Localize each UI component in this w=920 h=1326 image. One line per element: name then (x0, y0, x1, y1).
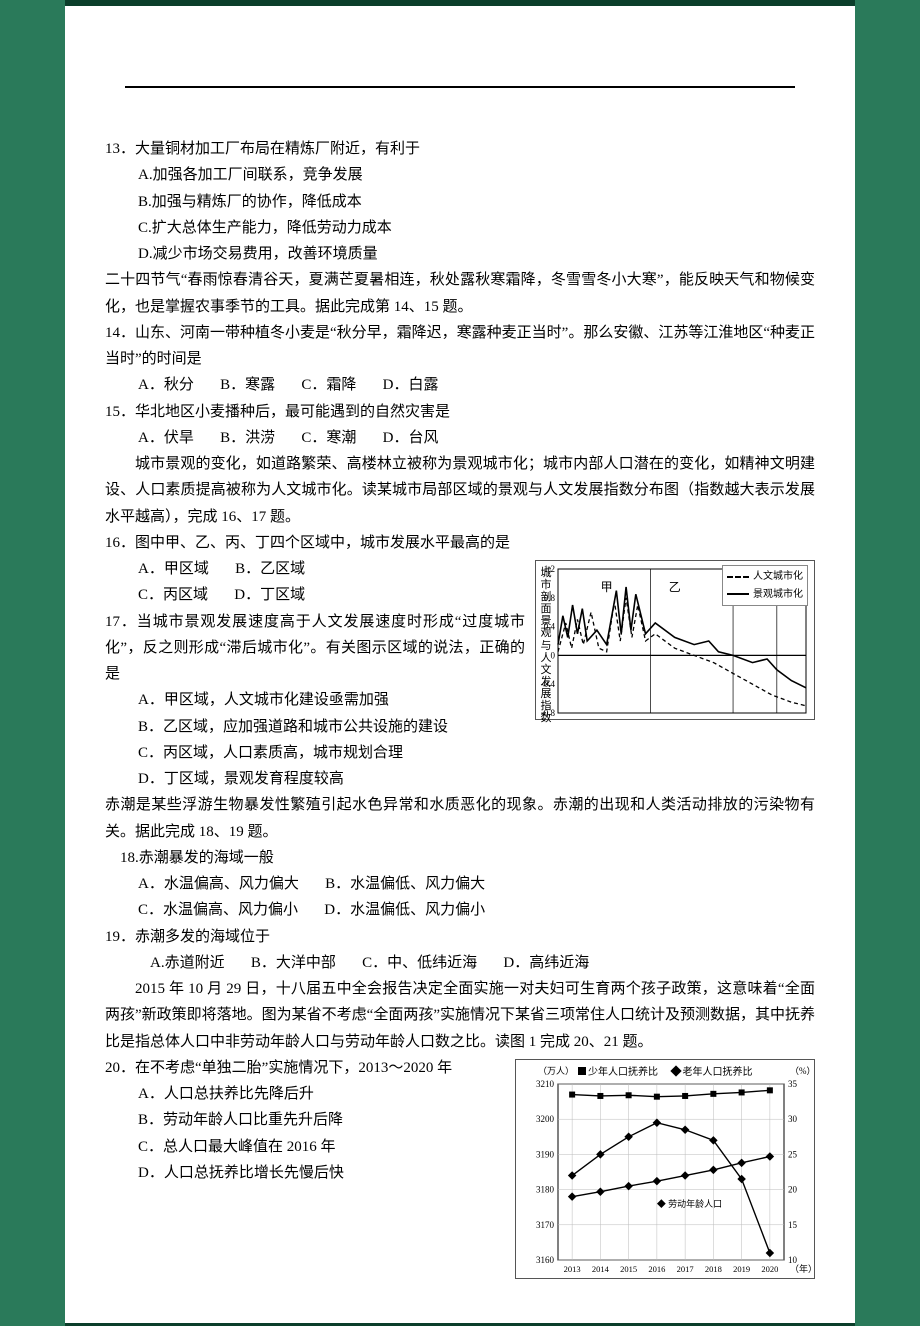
top-rule (125, 86, 795, 88)
q16-optD: D．丁区域 (234, 582, 305, 608)
svg-text:3170: 3170 (536, 1220, 555, 1230)
chart1-legend: 人文城市化 景观城市化 (722, 565, 808, 606)
passage5: 2015 年 10 月 29 日，十八届五中全会报告决定全面实施一对夫妇可生育两… (105, 976, 815, 1055)
q16-optA: A．甲区域 (138, 556, 209, 582)
svg-text:2017: 2017 (677, 1264, 694, 1274)
q13-stem: 13．大量铜材加工厂布局在精炼厂附近，有利于 (105, 136, 815, 162)
diamond-marker-icon (670, 1065, 681, 1076)
svg-text:（年）: （年） (790, 1263, 816, 1274)
q15-optA: A．伏旱 (138, 425, 194, 451)
svg-text:30: 30 (788, 1114, 798, 1124)
chart1-yaxis-label: 城市剖面景观与人文发展指数 (539, 567, 553, 724)
q13-optC: C.扩大总体生产能力，降低劳动力成本 (105, 215, 815, 241)
q16-optC: C．丙区域 (138, 582, 208, 608)
q19-stem: 19．赤潮多发的海域位于 (105, 924, 815, 950)
q14-optA: A．秋分 (138, 372, 194, 398)
q18-stem: 18.赤潮暴发的海域一般 (105, 845, 815, 871)
chart2-legend: 少年人口抚养比 老年人口抚养比 (516, 1064, 814, 1082)
q16-stem: 16．图中甲、乙、丙、丁四个区域中，城市发展水平最高的是 (105, 530, 815, 556)
q14-options: A．秋分 B．寒露 C．霜降 D．白露 (105, 372, 815, 398)
legend-dash-icon (727, 576, 749, 578)
q18-optB: B．水温偏低、风力偏大 (325, 871, 485, 897)
q19-optB: B．大洋中部 (251, 950, 336, 976)
svg-text:25: 25 (788, 1149, 798, 1159)
q19-optA: A.赤道附近 (150, 950, 225, 976)
legend-line-icon (727, 593, 749, 595)
svg-text:3160: 3160 (536, 1255, 555, 1265)
svg-text:20: 20 (788, 1184, 798, 1194)
svg-text:2015: 2015 (620, 1264, 637, 1274)
q13-optB: B.加强与精炼厂的协作，降低成本 (105, 189, 815, 215)
svg-text:15: 15 (788, 1220, 798, 1230)
q19-optC: C．中、低纬近海 (362, 950, 477, 976)
q15-stem: 15．华北地区小麦播种后，最可能遇到的自然灾害是 (105, 399, 815, 425)
q19-options: A.赤道附近 B．大洋中部 C．中、低纬近海 D．高纬近海 (105, 950, 815, 976)
q14-optC: C．霜降 (301, 372, 356, 398)
legend-dash-label: 人文城市化 (753, 568, 803, 586)
q19-optD: D．高纬近海 (503, 950, 589, 976)
svg-text:甲: 甲 (601, 580, 613, 594)
q15-optC: C．寒潮 (301, 425, 356, 451)
svg-text:乙: 乙 (669, 580, 681, 594)
svg-text:3200: 3200 (536, 1114, 555, 1124)
legend-line-label: 景观城市化 (753, 586, 803, 604)
passage4: 赤潮是某些浮游生物暴发性繁殖引起水色异常和水质恶化的现象。赤潮的出现和人类活动排… (105, 792, 815, 845)
q18-optA: A．水温偏高、风力偏大 (138, 871, 299, 897)
q15-optB: B．洪涝 (220, 425, 275, 451)
svg-text:◆ 劳动年龄人口: ◆ 劳动年龄人口 (657, 1198, 722, 1209)
chart2-population: 少年人口抚养比 老年人口抚养比 321035320030319025318020… (515, 1059, 815, 1279)
q13-optA: A.加强各加工厂间联系，竞争发展 (105, 162, 815, 188)
square-marker-icon (578, 1067, 586, 1075)
svg-text:2018: 2018 (705, 1264, 722, 1274)
q17-optC: C．丙区域，人口素质高，城市规划合理 (105, 740, 815, 766)
passage2: 二十四节气“春雨惊春清谷天，夏满芒夏暑相连，秋处露秋寒霜降，冬雪雪冬小大寒”，能… (105, 267, 815, 320)
q13-optD: D.减少市场交易费用，改善环境质量 (105, 241, 815, 267)
svg-text:2014: 2014 (592, 1264, 610, 1274)
chart1-urbanization: 城市剖面景观与人文发展指数 人文城市化 景观城市化 1.20.80.40-0.4… (535, 560, 815, 720)
svg-text:2020: 2020 (761, 1264, 778, 1274)
q18-row2: C．水温偏高、风力偏小 D．水温偏低、风力偏小 (105, 897, 815, 923)
q17-optD: D．丁区域，景观发育程度较高 (105, 766, 815, 792)
svg-text:3190: 3190 (536, 1149, 555, 1159)
q15-options: A．伏旱 B．洪涝 C．寒潮 D．台风 (105, 425, 815, 451)
q15-optD: D．台风 (383, 425, 439, 451)
svg-text:2013: 2013 (564, 1264, 581, 1274)
q14-stem: 14．山东、河南一带种植冬小麦是“秋分早，霜降迟，寒露种麦正当时”。那么安徽、江… (105, 320, 815, 373)
chart2-svg: 3210353200303190253180203170153160102013… (516, 1060, 816, 1280)
legend-elder: 老年人口抚养比 (683, 1067, 753, 1078)
q14-optB: B．寒露 (220, 372, 275, 398)
svg-text:2019: 2019 (733, 1264, 750, 1274)
document-page: 13．大量铜材加工厂布局在精炼厂附近，有利于 A.加强各加工厂间联系，竞争发展 … (65, 0, 855, 1326)
svg-text:2016: 2016 (648, 1264, 665, 1274)
q16-optB: B．乙区域 (235, 556, 305, 582)
q18-optD: D．水温偏低、风力偏小 (324, 897, 485, 923)
legend-youth: 少年人口抚养比 (588, 1067, 658, 1078)
q18-optC: C．水温偏高、风力偏小 (138, 897, 298, 923)
q18-row1: A．水温偏高、风力偏大 B．水温偏低、风力偏大 (105, 871, 815, 897)
passage3: 城市景观的变化，如道路繁荣、高楼林立被称为景观城市化；城市内部人口潜在的变化，如… (105, 451, 815, 530)
svg-text:3180: 3180 (536, 1184, 555, 1194)
q14-optD: D．白露 (383, 372, 439, 398)
